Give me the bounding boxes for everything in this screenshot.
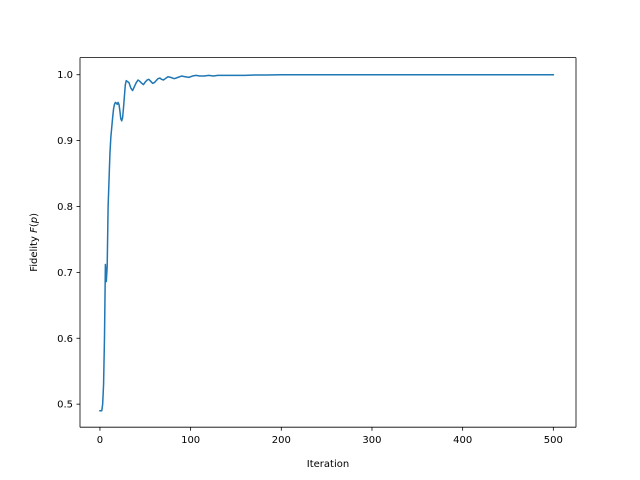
y-axis-label-arg: p [29,217,40,224]
series-layer [99,73,555,412]
x-tick-label: 200 [272,435,291,446]
x-tick-label: 0 [97,435,103,446]
x-axis-label: Iteration [307,459,349,470]
y-axis-label-close: ) [29,213,40,217]
x-tick-label: 300 [362,435,381,446]
y-tick-label: 0.7 [57,268,73,279]
x-tick-label: 400 [453,435,472,446]
x-tick-label: 500 [544,435,563,446]
y-tick-label: 0.6 [57,334,73,345]
y-axis-label-prefix: Fidelity [29,236,40,272]
y-axis-label-open: ( [29,223,40,227]
y-tick-label: 0.9 [57,136,73,147]
y-tick-label: 0.5 [57,400,73,411]
y-tick-label: 0.8 [57,202,73,213]
axes-frame [79,57,577,428]
y-axis-ticks: 0.5 0.6 0.7 0.8 0.9 1.0 [57,70,80,411]
plot-area [80,57,576,428]
y-tick-label: 1.0 [57,70,73,81]
x-axis-ticks: 0 100 200 300 400 500 [97,427,563,446]
y-axis-label: Fidelity F(p) [29,213,40,272]
x-tick-label: 100 [181,435,200,446]
series-line-0 [99,73,555,412]
y-axis-label-func: F [29,227,40,233]
